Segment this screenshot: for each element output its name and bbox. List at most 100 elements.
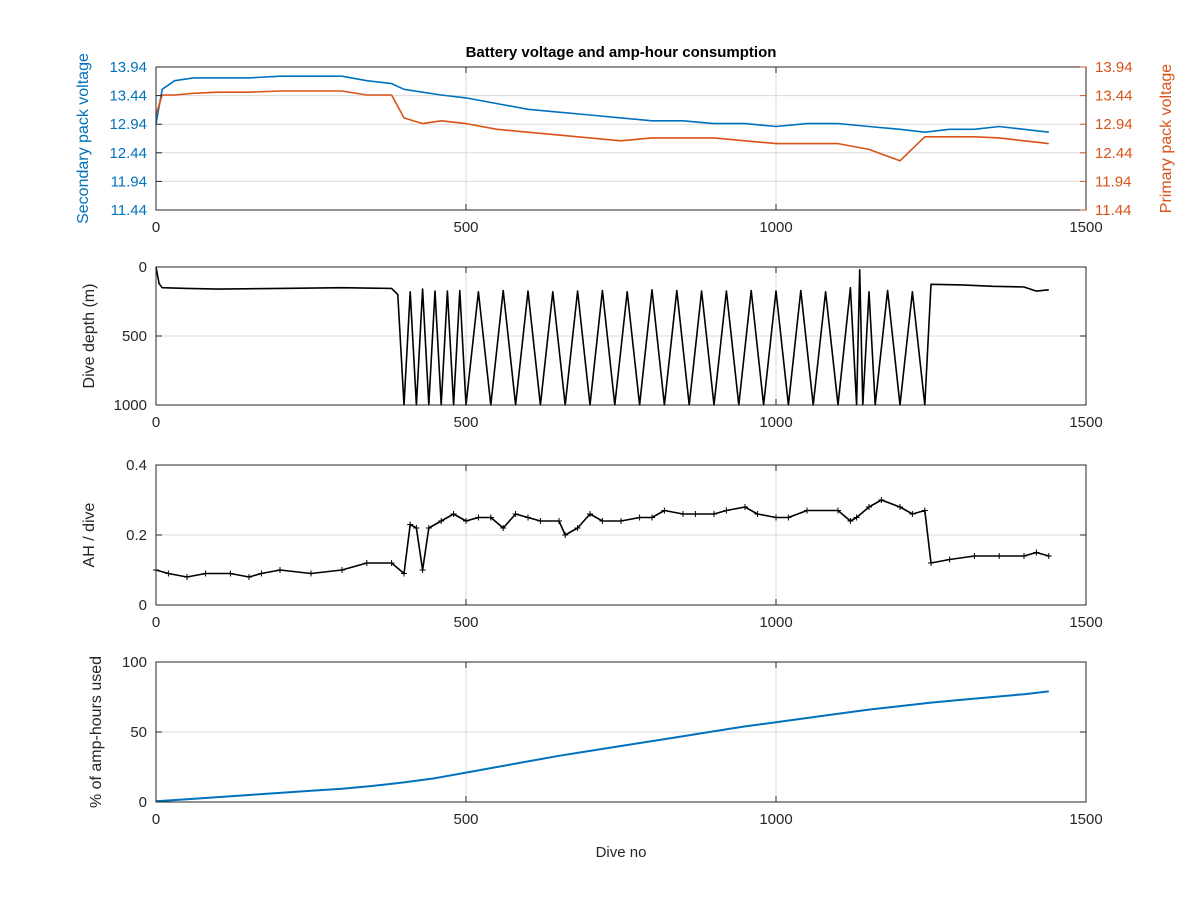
x-tick-label: 1000 <box>759 614 792 631</box>
y-axis-label: Dive depth (m) <box>81 284 98 389</box>
data-point <box>556 518 562 524</box>
data-point <box>438 518 445 524</box>
data-point <box>897 504 903 510</box>
x-tick-label: 0 <box>152 219 160 236</box>
y-tick-label: 50 <box>130 724 147 741</box>
data-point <box>946 556 953 563</box>
y-tick-label: 1000 <box>114 397 147 414</box>
data-point <box>587 511 593 517</box>
y-tick-label: 13.44 <box>109 88 147 105</box>
panel-1: 0 500 1000 150011.4411.9412.4412.9413.4413.… <box>75 53 1175 236</box>
x-tick-label: 500 <box>453 414 478 431</box>
data-point <box>165 570 172 577</box>
x-tick-label: 0 <box>152 614 160 631</box>
x-tick-label: 500 <box>453 811 478 828</box>
y-axis-label: Secondary pack voltage <box>75 53 92 224</box>
series-line-2 <box>155 90 1049 162</box>
data-point <box>1045 553 1052 559</box>
data-point <box>866 504 872 510</box>
data-point <box>649 514 655 521</box>
data-point <box>419 567 426 573</box>
y-tick-label: 0 <box>139 259 147 276</box>
y-tick-label: 100 <box>122 654 147 671</box>
series-line-1 <box>155 75 1049 133</box>
axes-box <box>155 66 1087 211</box>
y-right-tick-label: 13.44 <box>1095 88 1133 105</box>
data-point <box>661 507 668 514</box>
data-point <box>971 553 978 559</box>
y-tick-label: 13.94 <box>109 59 147 76</box>
data-point <box>773 514 779 521</box>
y-axis-label: AH / dive <box>81 502 98 567</box>
data-point <box>847 518 854 524</box>
data-point <box>1033 549 1040 556</box>
panel-2: 0 500 1000 1500 0 500 1000 Dive depth (m) <box>81 259 1103 431</box>
y-tick-label: 0.4 <box>126 457 147 474</box>
data-point <box>475 514 482 521</box>
data-point <box>184 574 190 580</box>
plot-area <box>156 67 1086 210</box>
data-point <box>574 525 581 531</box>
y-axis-label: % of amp-hours used <box>88 656 105 808</box>
x-tick-label: 1000 <box>759 414 792 431</box>
data-point <box>246 574 252 580</box>
data-point <box>401 570 407 577</box>
data-point <box>723 507 730 514</box>
y-tick-label: 12.44 <box>109 145 147 162</box>
data-point <box>525 514 531 521</box>
data-point <box>742 504 748 510</box>
y-right-tick-label: 13.94 <box>1095 59 1133 76</box>
data-point <box>308 570 314 577</box>
x-tick-label: 1000 <box>759 219 792 236</box>
y-right-tick-label: 12.44 <box>1095 145 1133 162</box>
panel-4: 0 500 1000 1500 0 50 100 % of amp-hours used Div… <box>88 654 1103 861</box>
data-point <box>692 511 699 517</box>
data-point <box>878 497 885 503</box>
data-point <box>618 518 624 524</box>
x-tick-label: 0 <box>152 414 160 431</box>
data-point <box>202 570 209 577</box>
x-tick-label: 1500 <box>1069 219 1102 236</box>
data-point <box>450 511 457 517</box>
x-tick-label: 1500 <box>1069 811 1102 828</box>
data-point <box>909 511 916 517</box>
data-point <box>227 570 234 577</box>
data-point <box>413 525 420 531</box>
series-line-1 <box>155 266 1049 406</box>
data-point <box>363 560 370 566</box>
data-point <box>711 511 717 517</box>
data-point <box>636 514 643 521</box>
data-point <box>921 507 928 514</box>
x-tick-label: 1500 <box>1069 414 1102 431</box>
x-tick-label: 500 <box>453 614 478 631</box>
series-line-1 <box>155 690 1049 803</box>
data-point <box>835 507 841 514</box>
y-tick-label: 11.94 <box>111 173 147 190</box>
data-point <box>388 560 395 566</box>
data-point <box>339 567 345 573</box>
data-point <box>680 511 686 517</box>
y-tick-label: 0 <box>139 597 147 614</box>
y-right-tick-label: 11.94 <box>1095 173 1131 190</box>
data-point <box>500 525 507 531</box>
x-tick-label: 1000 <box>759 811 792 828</box>
data-point <box>537 518 544 524</box>
data-point <box>463 518 469 524</box>
data-point <box>804 507 810 514</box>
data-point <box>928 560 934 566</box>
data-point <box>996 553 1003 559</box>
data-point <box>1021 553 1027 559</box>
x-axis-label: Dive no <box>596 844 647 861</box>
y-tick-label: 500 <box>122 328 147 345</box>
chart-title: Battery voltage and amp-hour consumption <box>466 44 777 61</box>
data-point <box>562 532 569 538</box>
data-point <box>754 511 761 517</box>
y-tick-label: 11.44 <box>111 202 147 219</box>
y-tick-label: 0 <box>139 794 147 811</box>
x-tick-label: 0 <box>152 811 160 828</box>
y-tick-label: 12.94 <box>109 116 147 133</box>
data-point <box>487 514 494 521</box>
panel-3: 0 500 1000 1500 0 0.2 0.4 AH / dive <box>81 457 1103 631</box>
data-point <box>785 514 792 521</box>
